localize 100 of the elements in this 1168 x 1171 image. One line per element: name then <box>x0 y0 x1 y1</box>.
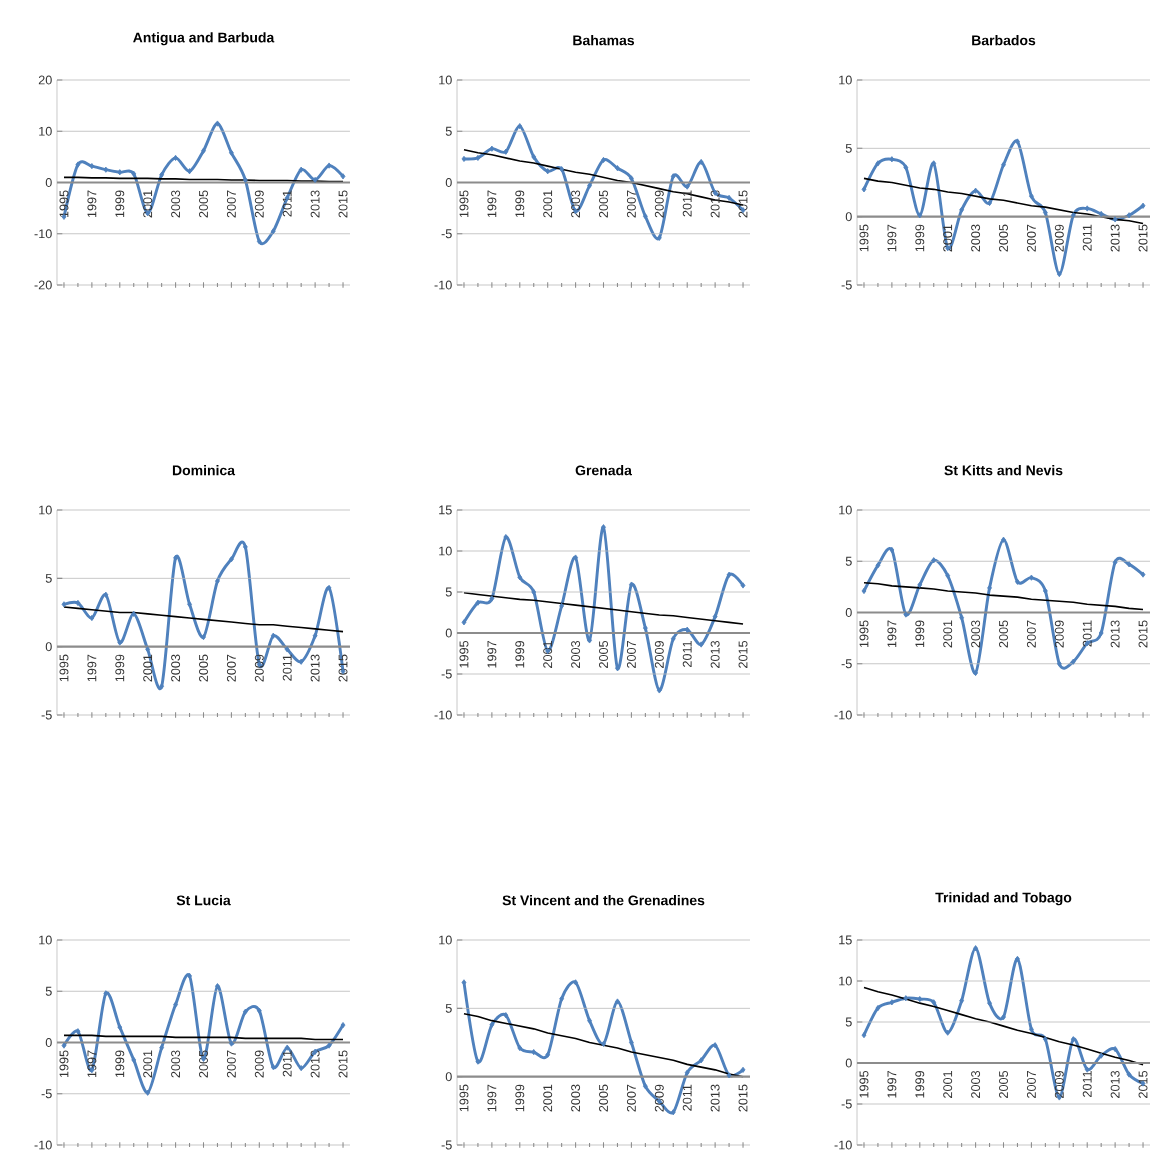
x-tick-label: 1995 <box>459 190 469 218</box>
point <box>670 1109 676 1116</box>
point <box>573 979 578 986</box>
y-tick-label: 10 <box>439 546 452 556</box>
point <box>75 161 81 168</box>
x-tick-label: 2001 <box>943 224 953 252</box>
point <box>159 1044 165 1051</box>
x-tick-label: 2003 <box>571 640 581 668</box>
point <box>242 1008 248 1015</box>
x-tick-label: 2003 <box>571 1084 581 1112</box>
point <box>1084 205 1090 212</box>
point <box>573 554 578 561</box>
x-tick-label: 2007 <box>1026 1071 1036 1098</box>
point <box>945 572 951 579</box>
point <box>326 162 332 169</box>
x-tick-label: 1997 <box>887 224 897 252</box>
x-tick-label: 2009 <box>654 640 664 668</box>
point <box>531 153 537 160</box>
point <box>712 1042 718 1049</box>
x-tick-label: 2005 <box>199 1050 208 1078</box>
point <box>1029 193 1034 200</box>
x-tick-label: 2013 <box>310 190 320 218</box>
point <box>517 123 523 130</box>
point <box>270 632 276 639</box>
point <box>1098 1052 1104 1059</box>
x-tick-label: 2007 <box>226 654 236 682</box>
point <box>545 1051 551 1058</box>
point <box>159 171 165 178</box>
point <box>629 581 634 588</box>
point <box>629 1039 634 1046</box>
x-tick-label: 1999 <box>115 1050 125 1078</box>
point <box>889 999 895 1006</box>
x-tick-label: 2001 <box>543 641 553 668</box>
point <box>1029 1026 1034 1033</box>
point <box>973 187 978 194</box>
point <box>312 176 318 183</box>
x-tick-label: 2005 <box>999 1070 1008 1098</box>
point <box>642 213 648 220</box>
point <box>1070 658 1076 665</box>
point <box>889 546 895 554</box>
point <box>503 1012 509 1019</box>
point <box>1015 955 1020 962</box>
point <box>656 687 662 694</box>
x-tick-label: 1999 <box>515 640 525 668</box>
x-tick-label: 2009 <box>254 1050 264 1078</box>
point <box>145 646 151 653</box>
point <box>131 610 137 617</box>
x-tick-label: 1999 <box>915 1071 925 1098</box>
point <box>684 1069 690 1076</box>
x-tick-label: 2007 <box>1026 620 1036 648</box>
x-tick-label: 2003 <box>171 654 181 682</box>
y-tick-label: 20 <box>38 75 52 85</box>
x-tick-label: 2011 <box>682 1084 692 1111</box>
x-tick-label: 2005 <box>199 190 208 218</box>
x-tick-label: 2001 <box>543 1084 553 1112</box>
chart-title: Trinidad and Tobago <box>935 892 1072 906</box>
x-tick-label: 2015 <box>738 190 748 218</box>
point <box>531 1049 537 1056</box>
point <box>615 998 620 1005</box>
y-tick-label: 0 <box>45 1038 52 1047</box>
y-tick-label: 0 <box>845 212 852 222</box>
point <box>587 1017 592 1024</box>
point <box>270 1064 276 1071</box>
y-tick-label: 5 <box>45 573 52 583</box>
chart-title: Grenada <box>575 465 632 476</box>
point <box>475 154 481 161</box>
point <box>201 634 206 641</box>
x-tick-label: 2005 <box>999 224 1008 252</box>
point <box>1112 1046 1118 1053</box>
point <box>726 571 732 578</box>
point <box>201 147 206 154</box>
y-tick-label: -20 <box>34 280 52 290</box>
point <box>959 206 965 213</box>
y-tick-label: 5 <box>445 1003 452 1013</box>
point <box>959 614 965 621</box>
point <box>326 1042 332 1049</box>
point <box>587 182 592 189</box>
point <box>61 601 67 608</box>
y-tick-label: -10 <box>834 1140 852 1150</box>
point <box>503 148 509 155</box>
point <box>1098 210 1104 218</box>
x-tick-label: 2003 <box>971 224 981 252</box>
point <box>103 591 109 598</box>
point <box>973 945 978 952</box>
point <box>1001 1014 1006 1021</box>
point <box>1042 1036 1048 1043</box>
x-tick-label: 2001 <box>143 654 153 682</box>
x-tick-label: 2007 <box>1026 224 1036 252</box>
point <box>740 1066 746 1073</box>
point <box>875 562 881 569</box>
point <box>173 554 178 561</box>
x-tick-label: 2013 <box>310 1050 320 1078</box>
point <box>1126 212 1132 219</box>
point <box>670 635 676 642</box>
x-tick-label: 1995 <box>459 640 469 668</box>
y-tick-label: 5 <box>845 1017 852 1027</box>
point <box>517 574 523 581</box>
y-tick-label: 0 <box>445 628 452 638</box>
point <box>284 646 290 653</box>
x-tick-label: 2009 <box>1054 620 1064 648</box>
